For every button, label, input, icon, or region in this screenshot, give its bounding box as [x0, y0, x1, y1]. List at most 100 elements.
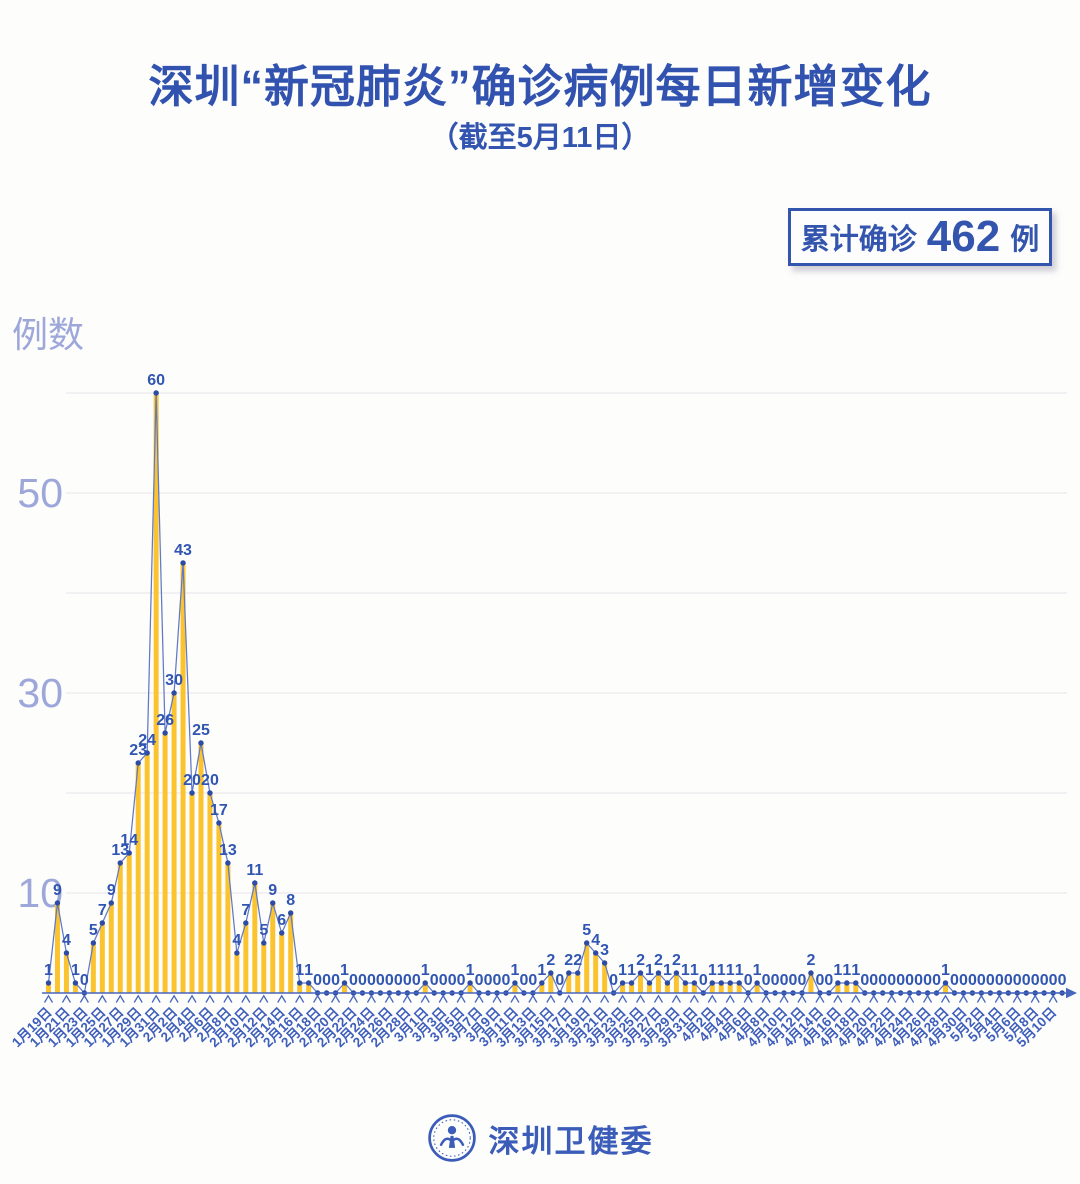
svg-text:2: 2 [672, 952, 681, 969]
daily-cases-bars [46, 393, 948, 993]
svg-text:5: 5 [89, 922, 98, 939]
svg-text:3: 3 [600, 942, 609, 959]
svg-text:1: 1 [645, 962, 654, 979]
shenzhen-health-commission-emblem-icon [427, 1114, 476, 1162]
svg-text:0: 0 [780, 972, 789, 989]
svg-text:0: 0 [950, 972, 959, 989]
svg-text:2: 2 [636, 952, 645, 969]
svg-text:1: 1 [71, 962, 80, 979]
svg-text:0: 0 [699, 972, 708, 989]
svg-text:0: 0 [959, 972, 968, 989]
svg-text:0: 0 [815, 972, 824, 989]
svg-text:7: 7 [98, 902, 107, 919]
svg-text:1: 1 [421, 962, 430, 979]
svg-text:5: 5 [259, 922, 268, 939]
svg-text:0: 0 [995, 972, 1004, 989]
svg-text:43: 43 [174, 542, 192, 559]
svg-text:1: 1 [753, 962, 762, 979]
svg-text:2: 2 [573, 952, 582, 969]
svg-text:0: 0 [914, 972, 923, 989]
svg-text:0: 0 [878, 972, 887, 989]
cumulative-total-badge: 累计确诊 462 例 [788, 208, 1052, 266]
svg-text:0: 0 [905, 972, 914, 989]
page-subtitle: （截至5月11日） [429, 122, 651, 154]
badge-value: 462 [926, 212, 1001, 261]
svg-text:0: 0 [394, 972, 403, 989]
svg-text:0: 0 [349, 972, 358, 989]
svg-text:20: 20 [201, 772, 219, 789]
svg-text:0: 0 [80, 972, 89, 989]
data-point-value-labels: 1941057913142324602630432025201713471159… [44, 372, 1067, 989]
svg-text:0: 0 [313, 972, 322, 989]
svg-text:4: 4 [62, 932, 71, 949]
svg-text:24: 24 [138, 732, 156, 749]
svg-text:1: 1 [537, 962, 546, 979]
svg-text:0: 0 [502, 972, 511, 989]
svg-text:0: 0 [475, 972, 484, 989]
svg-text:0: 0 [932, 972, 941, 989]
svg-text:1: 1 [681, 962, 690, 979]
svg-text:0: 0 [403, 972, 412, 989]
svg-text:1: 1 [627, 962, 636, 979]
svg-text:0: 0 [869, 972, 878, 989]
data-point-dots [45, 390, 1065, 996]
svg-text:26: 26 [156, 712, 174, 729]
svg-text:1: 1 [833, 962, 842, 979]
svg-text:7: 7 [241, 902, 250, 919]
svg-text:1: 1 [717, 962, 726, 979]
svg-text:0: 0 [1031, 972, 1040, 989]
svg-text:8: 8 [286, 892, 295, 909]
footer: 深圳卫健委 [0, 1108, 1080, 1168]
page-title: 深圳“新冠肺炎”确诊病例每日新增变化 [148, 61, 932, 112]
svg-text:0: 0 [977, 972, 986, 989]
svg-text:0: 0 [1022, 972, 1031, 989]
svg-text:2: 2 [564, 952, 573, 969]
svg-text:9: 9 [53, 882, 62, 899]
svg-text:5: 5 [582, 922, 591, 939]
svg-text:1: 1 [851, 962, 860, 979]
svg-text:0: 0 [744, 972, 753, 989]
svg-text:14: 14 [120, 832, 138, 849]
svg-text:0: 0 [358, 972, 367, 989]
svg-text:0: 0 [1013, 972, 1022, 989]
svg-text:1: 1 [941, 962, 950, 979]
svg-text:0: 0 [484, 972, 493, 989]
svg-text:4: 4 [232, 932, 241, 949]
svg-text:0: 0 [367, 972, 376, 989]
footer-org-name: 深圳卫健委 [488, 1123, 654, 1159]
x-axis-ticks [43, 994, 1058, 1003]
svg-text:0: 0 [448, 972, 457, 989]
svg-text:1: 1 [708, 962, 717, 979]
svg-text:0: 0 [923, 972, 932, 989]
svg-text:1: 1 [510, 962, 519, 979]
svg-text:25: 25 [192, 722, 210, 739]
svg-text:1: 1 [340, 962, 349, 979]
svg-text:0: 0 [376, 972, 385, 989]
svg-text:0: 0 [789, 972, 798, 989]
badge-label: 累计确诊 [800, 224, 917, 256]
svg-text:2: 2 [546, 952, 555, 969]
x-axis-date-labels: 1月19日1月21日1月23日1月25日1月27日1月29日1月31日2月2日2… [9, 1005, 1059, 1051]
svg-text:0: 0 [412, 972, 421, 989]
svg-text:0: 0 [609, 972, 618, 989]
svg-text:0: 0 [555, 972, 564, 989]
svg-text:0: 0 [439, 972, 448, 989]
svg-text:50: 50 [17, 470, 63, 516]
svg-text:2: 2 [654, 952, 663, 969]
svg-text:0: 0 [986, 972, 995, 989]
x-axis [42, 987, 1077, 999]
svg-text:13: 13 [219, 842, 237, 859]
svg-text:0: 0 [519, 972, 528, 989]
svg-text:0: 0 [860, 972, 869, 989]
svg-text:2: 2 [806, 952, 815, 969]
svg-text:30: 30 [165, 672, 183, 689]
svg-text:9: 9 [268, 882, 277, 899]
svg-text:0: 0 [968, 972, 977, 989]
svg-text:1: 1 [663, 962, 672, 979]
svg-text:0: 0 [457, 972, 466, 989]
svg-text:0: 0 [322, 972, 331, 989]
svg-text:20: 20 [183, 772, 201, 789]
badge-unit: 例 [1010, 224, 1040, 256]
svg-text:13: 13 [111, 842, 129, 859]
